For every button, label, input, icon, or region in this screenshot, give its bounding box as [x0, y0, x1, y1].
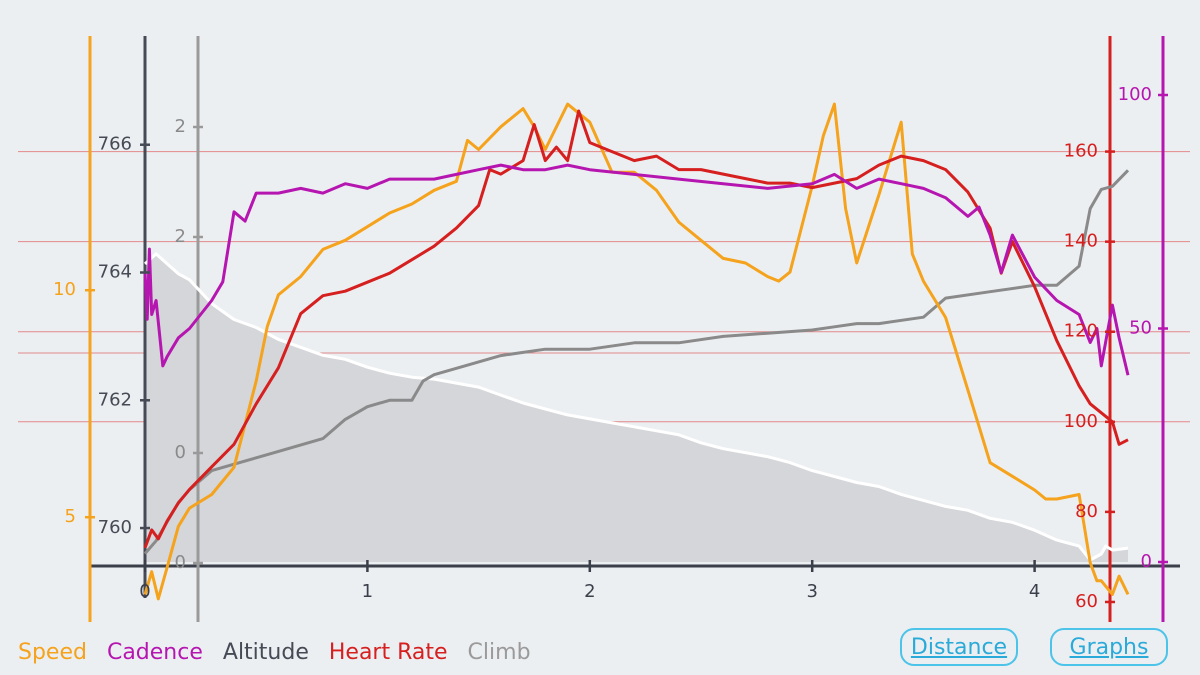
tick-labels: 0 1 2 3 476076276476651000226080100120140160…	[53, 84, 1168, 612]
series-line-speed	[143, 102, 1130, 601]
series-lines	[143, 102, 1130, 601]
heart-rate-tick-label-3: 120	[1064, 321, 1098, 342]
heart-rate-tick-label-4: 140	[1064, 231, 1098, 252]
climb-tick-label-0: 0	[175, 552, 186, 573]
heart-rate-tick-label-2: 100	[1064, 411, 1098, 432]
climb-tick-label-2: 2	[175, 226, 186, 247]
x-tick-label-1: 1	[362, 581, 373, 602]
legend-climb: Climb	[467, 640, 531, 665]
series-line-altitude	[143, 169, 1130, 555]
graphs-button[interactable]: Graphs	[1050, 628, 1168, 666]
axis-lines	[88, 36, 1180, 622]
climb-area	[145, 253, 1128, 562]
distance-button[interactable]: Distance	[900, 628, 1018, 666]
speed-tick-label-0: 5	[65, 506, 76, 527]
altitude-tick-label-3: 766	[98, 134, 132, 155]
cadence-tick-label-0: 0	[1141, 551, 1152, 572]
legend: Speed Cadence Altitude Heart Rate Climb	[18, 640, 551, 665]
x-tick-label-2: 2	[584, 581, 595, 602]
heart-rate-tick-label-1: 80	[1075, 501, 1098, 522]
legend-altitude: Altitude	[222, 640, 309, 665]
altitude-tick-label-0: 760	[98, 517, 132, 538]
cadence-tick-label-1: 50	[1129, 318, 1152, 339]
speed-tick-label-1: 10	[53, 279, 76, 300]
heart-rate-tick-label-0: 60	[1075, 591, 1098, 612]
series-line-climb	[143, 252, 1129, 562]
climb-area-fill	[145, 253, 1128, 562]
legend-heart-rate: Heart Rate	[328, 640, 448, 665]
x-tick-label-0: 0	[139, 581, 150, 602]
altitude-tick-label-1: 762	[98, 389, 132, 410]
x-tick-label-4: 4	[1029, 581, 1040, 602]
x-tick-label-3: 3	[806, 581, 817, 602]
cadence-tick-label-2: 100	[1118, 84, 1152, 105]
series-line-cadence	[143, 163, 1130, 376]
legend-speed: Speed	[18, 640, 87, 665]
altitude-tick-label-2: 764	[98, 262, 132, 283]
heart-rate-tick-label-5: 160	[1064, 141, 1098, 162]
climb-tick-label-3: 2	[175, 116, 186, 137]
legend-cadence: Cadence	[106, 640, 203, 665]
climb-tick-label-1: 0	[175, 442, 186, 463]
